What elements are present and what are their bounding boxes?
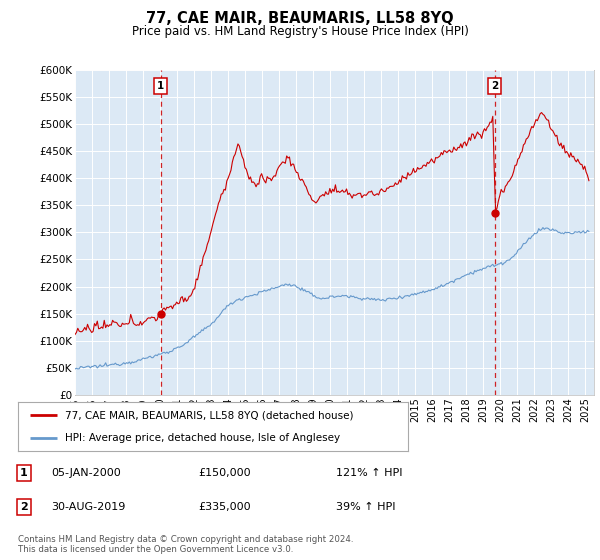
Text: £150,000: £150,000 bbox=[198, 468, 251, 478]
Text: 77, CAE MAIR, BEAUMARIS, LL58 8YQ (detached house): 77, CAE MAIR, BEAUMARIS, LL58 8YQ (detac… bbox=[65, 410, 353, 421]
Text: Price paid vs. HM Land Registry's House Price Index (HPI): Price paid vs. HM Land Registry's House … bbox=[131, 25, 469, 38]
Text: 1: 1 bbox=[20, 468, 28, 478]
Text: £335,000: £335,000 bbox=[198, 502, 251, 512]
Text: 2: 2 bbox=[20, 502, 28, 512]
Text: 30-AUG-2019: 30-AUG-2019 bbox=[51, 502, 125, 512]
Text: 05-JAN-2000: 05-JAN-2000 bbox=[51, 468, 121, 478]
Text: 2: 2 bbox=[491, 81, 499, 91]
Text: 77, CAE MAIR, BEAUMARIS, LL58 8YQ: 77, CAE MAIR, BEAUMARIS, LL58 8YQ bbox=[146, 11, 454, 26]
Text: Contains HM Land Registry data © Crown copyright and database right 2024.
This d: Contains HM Land Registry data © Crown c… bbox=[18, 535, 353, 554]
Text: HPI: Average price, detached house, Isle of Anglesey: HPI: Average price, detached house, Isle… bbox=[65, 433, 340, 444]
Text: 39% ↑ HPI: 39% ↑ HPI bbox=[336, 502, 395, 512]
Text: 121% ↑ HPI: 121% ↑ HPI bbox=[336, 468, 403, 478]
Text: 1: 1 bbox=[157, 81, 164, 91]
